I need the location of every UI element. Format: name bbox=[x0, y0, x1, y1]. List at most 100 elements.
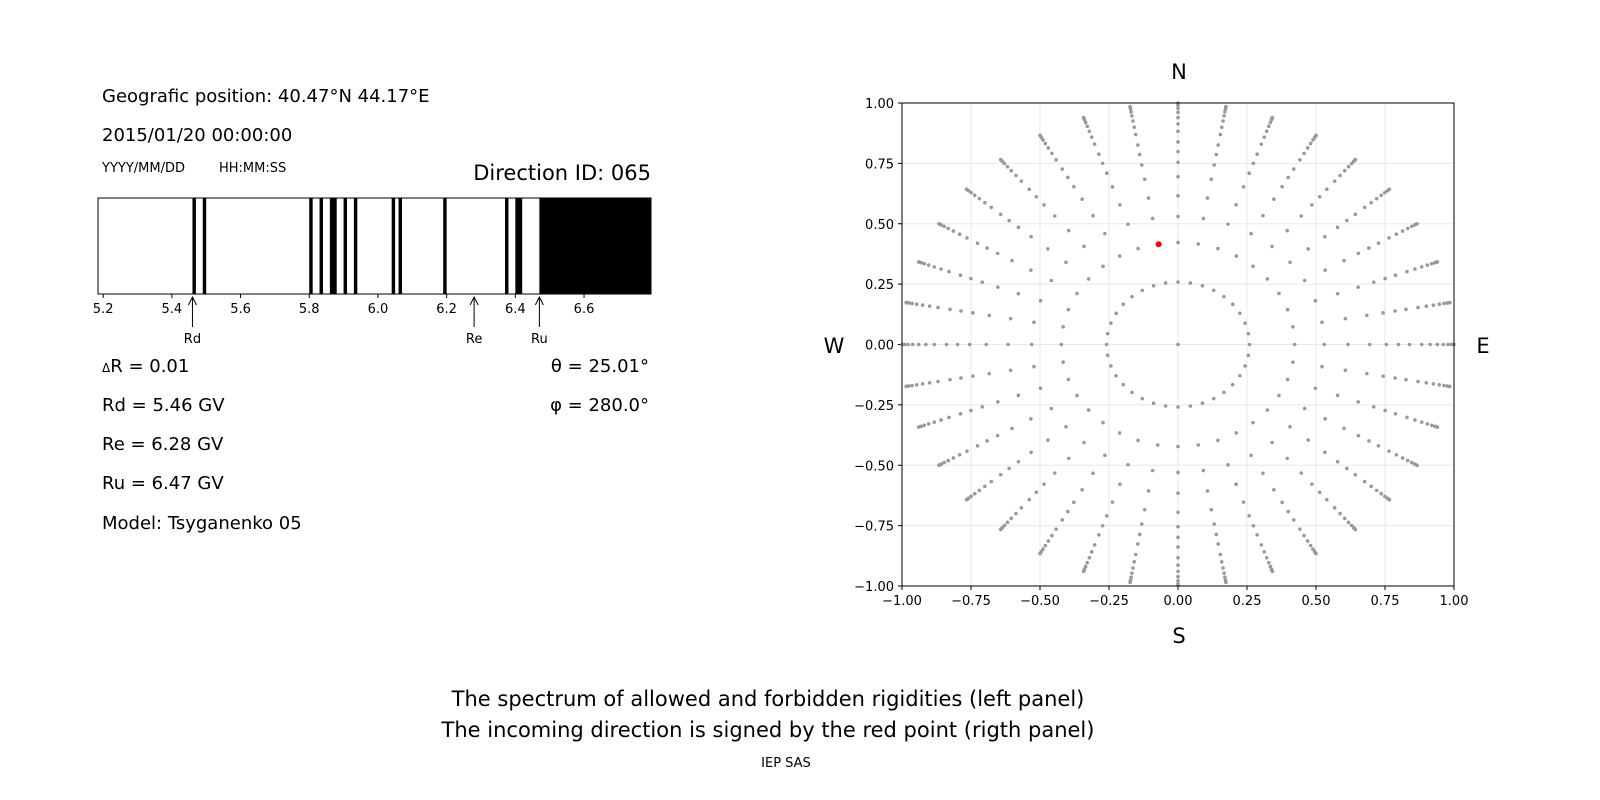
x-tick-label: −0.25 bbox=[1089, 594, 1129, 609]
grid-point bbox=[1356, 251, 1361, 256]
delta-r: ΔR = 0.01 bbox=[102, 356, 189, 377]
grid-point bbox=[1105, 353, 1110, 358]
grid-point bbox=[1374, 196, 1379, 201]
grid-point bbox=[1032, 320, 1036, 325]
grid-point bbox=[958, 411, 963, 416]
grid-point bbox=[1365, 313, 1369, 318]
grid-point bbox=[1218, 552, 1223, 557]
grid-point bbox=[904, 300, 908, 305]
grid-point bbox=[1407, 342, 1412, 347]
grid-point bbox=[1425, 263, 1430, 267]
grid-point bbox=[1066, 307, 1071, 312]
grid-point bbox=[1042, 482, 1046, 486]
marker-label: Ru bbox=[531, 332, 548, 347]
incoming-direction-point bbox=[1155, 241, 1162, 248]
grid-point bbox=[1266, 124, 1271, 129]
grid-point bbox=[1238, 373, 1242, 378]
grid-point bbox=[1249, 453, 1253, 458]
grid-point bbox=[1140, 396, 1145, 401]
grid-point bbox=[1241, 500, 1246, 504]
grid-point bbox=[1016, 291, 1021, 296]
grid-point bbox=[1038, 298, 1043, 303]
grid-point bbox=[998, 527, 1003, 532]
grid-point bbox=[980, 280, 985, 284]
grid-point bbox=[1136, 246, 1140, 251]
grid-point bbox=[1010, 426, 1014, 431]
grid-point bbox=[1066, 456, 1071, 461]
grid-point bbox=[1277, 393, 1281, 398]
grid-point bbox=[1409, 460, 1414, 465]
grid-point bbox=[1212, 522, 1216, 526]
grid-point bbox=[1405, 269, 1409, 274]
grid-point bbox=[996, 400, 1000, 404]
grid-point bbox=[1255, 152, 1259, 156]
grid-point bbox=[1032, 364, 1036, 369]
grid-point bbox=[1346, 164, 1351, 169]
grid-point bbox=[1016, 393, 1021, 398]
grid-point bbox=[1268, 564, 1273, 569]
grid-point bbox=[1216, 542, 1220, 546]
grid-point bbox=[1431, 303, 1436, 307]
grid-point bbox=[1118, 202, 1122, 207]
grid-point bbox=[1005, 164, 1010, 169]
grid-point bbox=[1246, 331, 1251, 336]
grid-point bbox=[971, 311, 975, 315]
grid-point bbox=[1238, 311, 1242, 316]
grid-point bbox=[1118, 482, 1122, 487]
grid-point bbox=[1448, 384, 1452, 389]
grid-point bbox=[1205, 489, 1210, 493]
time-format: HH:MM:SS bbox=[219, 161, 287, 176]
grid-point bbox=[1356, 433, 1361, 438]
grid-point bbox=[959, 309, 963, 313]
grid-point bbox=[1066, 228, 1071, 233]
grid-point bbox=[1324, 497, 1329, 502]
grid-point bbox=[995, 251, 1000, 256]
grid-point bbox=[1029, 417, 1033, 421]
grid-point bbox=[1054, 158, 1058, 162]
grid-point bbox=[1285, 377, 1290, 382]
grid-point bbox=[1043, 141, 1048, 146]
grid-point bbox=[983, 484, 987, 489]
grid-point bbox=[1249, 231, 1253, 236]
grid-point bbox=[1247, 342, 1252, 347]
grid-point bbox=[985, 246, 989, 250]
grid-point bbox=[920, 303, 925, 307]
grid-point bbox=[1305, 146, 1310, 150]
grid-point bbox=[906, 342, 910, 347]
grid-point bbox=[1050, 533, 1054, 538]
grid-point bbox=[1117, 254, 1122, 258]
grid-point bbox=[1130, 390, 1134, 395]
grid-point bbox=[1381, 311, 1385, 315]
grid-point bbox=[1029, 268, 1033, 272]
grid-point bbox=[1219, 559, 1224, 564]
grid-point bbox=[932, 265, 937, 269]
grid-point bbox=[1176, 578, 1180, 583]
grid-point bbox=[1052, 471, 1057, 475]
forbidden-band bbox=[443, 198, 447, 294]
grid-point bbox=[1349, 161, 1354, 166]
grid-point bbox=[1308, 141, 1313, 146]
grid-point bbox=[1431, 382, 1436, 386]
compass-south: S bbox=[1172, 624, 1185, 648]
grid-point bbox=[1376, 241, 1381, 246]
grid-point bbox=[1320, 320, 1324, 325]
grid-point bbox=[1087, 129, 1092, 134]
grid-point bbox=[1251, 161, 1256, 166]
grid-point bbox=[1241, 185, 1246, 189]
grid-point bbox=[955, 342, 960, 347]
grid-point bbox=[989, 479, 994, 484]
grid-point bbox=[1151, 401, 1156, 406]
grid-point bbox=[1080, 487, 1084, 492]
grid-point bbox=[1038, 133, 1042, 138]
grid-point bbox=[937, 463, 941, 468]
grid-point bbox=[1216, 143, 1220, 147]
grid-point bbox=[983, 200, 987, 205]
x-tick-label: 5.8 bbox=[299, 302, 320, 317]
grid-point bbox=[1251, 420, 1255, 425]
grid-point bbox=[1349, 523, 1354, 528]
caption-line-2: The incoming direction is signed by the … bbox=[441, 718, 1095, 742]
grid-point bbox=[932, 342, 937, 347]
grid-point bbox=[1002, 523, 1007, 528]
grid-point bbox=[1302, 406, 1307, 411]
grid-point bbox=[1365, 371, 1369, 376]
